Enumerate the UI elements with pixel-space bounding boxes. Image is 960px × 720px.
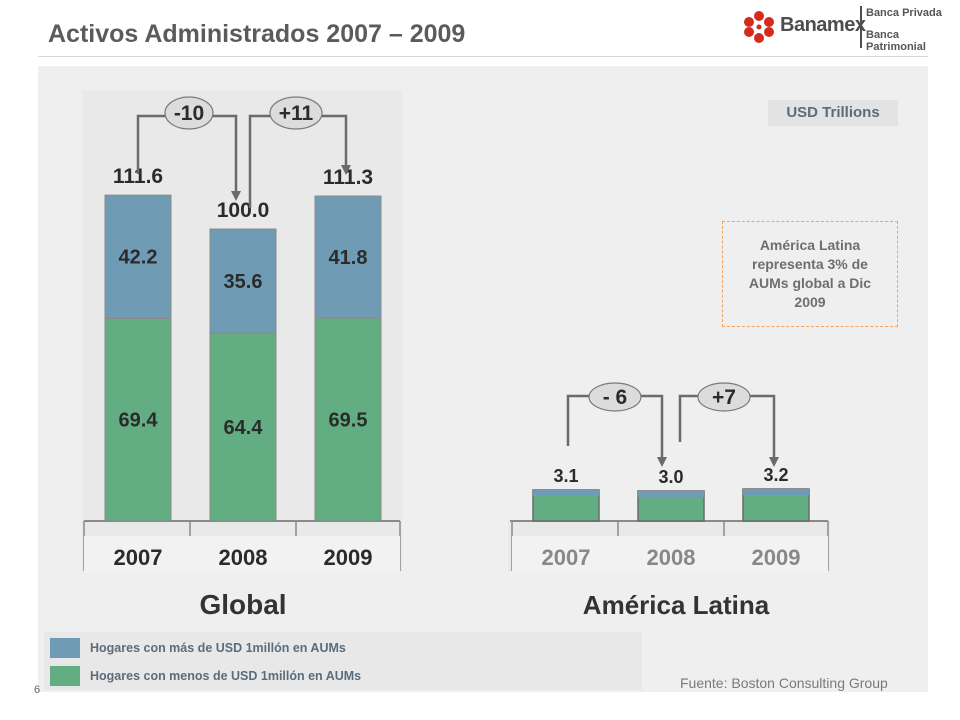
latam-total-label: 3.1	[553, 466, 578, 486]
banamex-emblem-icon	[744, 11, 774, 43]
page-number: 6	[34, 684, 41, 696]
global-bar-value: 41.8	[329, 247, 368, 269]
latam-category-label: 2008	[647, 545, 696, 570]
global-bar-value: 69.4	[119, 410, 159, 432]
legend-item: Hogares con más de USD 1millón en AUMs	[50, 636, 346, 660]
latam-change-1-badge	[588, 382, 642, 412]
legend-item: Hogares con menos de USD 1millón en AUMs	[50, 664, 361, 688]
global-change-1-line-right	[213, 114, 241, 201]
global-bar-value: 69.5	[329, 410, 368, 432]
global-category-label: 2007	[114, 545, 163, 570]
latam-change-1-label: - 6	[603, 386, 628, 409]
source-note: Fuente: Boston Consulting Group	[680, 675, 888, 691]
global-chart-title: Global	[199, 589, 286, 620]
latam-change-2-badge	[697, 382, 751, 412]
global-change-1-label: -10	[174, 102, 204, 125]
title-divider	[38, 56, 928, 57]
unit-badge: USD Trillions	[768, 100, 898, 126]
global-change-2-line-left	[248, 114, 270, 208]
global-total-label: 100.0	[217, 199, 270, 222]
latam-chart-title: América Latina	[583, 590, 770, 620]
global-change-1-line-left	[136, 114, 165, 174]
latam-bar-top-segment	[638, 491, 704, 497]
latam-change-1-line-right	[640, 394, 667, 467]
latam-change-2-line-right	[748, 394, 779, 467]
note-box: América Latina representa 3% de AUMs glo…	[722, 221, 898, 327]
logo-line-2: Banca Patrimonial	[866, 29, 926, 53]
latam-total-label: 3.2	[763, 465, 788, 485]
banamex-logo: Banamex Banca Privada Banca Patrimonial	[742, 4, 954, 53]
global-total-label: 111.6	[113, 165, 163, 188]
global-change-2-label: +11	[279, 102, 314, 125]
global-bar-segment	[314, 317, 382, 522]
global-bar-value: 42.2	[119, 247, 158, 269]
global-category-band	[84, 536, 400, 572]
global-category-label: 2009	[324, 545, 373, 570]
legend-label: Hogares con más de USD 1millón en AUMs	[90, 641, 346, 655]
latam-change-2-line-left	[678, 394, 700, 442]
latam-change-2-label: +7	[712, 386, 736, 409]
global-change-2-badge	[269, 96, 323, 130]
legend: Hogares con más de USD 1millón en AUMs H…	[44, 632, 642, 690]
global-total-label: 111.3	[323, 166, 373, 189]
global-bar-value: 35.6	[224, 271, 263, 293]
global-bar-segment	[209, 228, 277, 334]
latam-category-label: 2007	[542, 545, 591, 570]
global-bar-segment	[314, 195, 382, 319]
global-bar-segment	[104, 194, 172, 319]
logo-separator	[860, 6, 862, 48]
logo-brand: Banamex	[780, 14, 866, 36]
latam-bar-top-segment	[743, 489, 809, 495]
latam-category-band	[512, 536, 828, 572]
global-change-1-badge	[164, 96, 214, 130]
legend-label: Hogares con menos de USD 1millón en AUMs	[90, 669, 362, 683]
latam-category-label: 2009	[752, 545, 801, 570]
legend-swatch	[50, 638, 80, 658]
latam-change-1-line-left	[566, 394, 590, 446]
global-bar-segment	[209, 332, 277, 522]
latam-bar-top-segment	[533, 490, 599, 496]
global-change-2-line-right	[322, 114, 351, 175]
global-bar-value: 64.4	[224, 417, 264, 439]
legend-swatch	[50, 666, 80, 686]
page-title: Activos Administrados 2007 – 2009	[48, 20, 466, 48]
global-category-label: 2008	[219, 545, 268, 570]
latam-total-label: 3.0	[658, 467, 683, 487]
logo-line-1: Banca Privada	[866, 7, 942, 19]
